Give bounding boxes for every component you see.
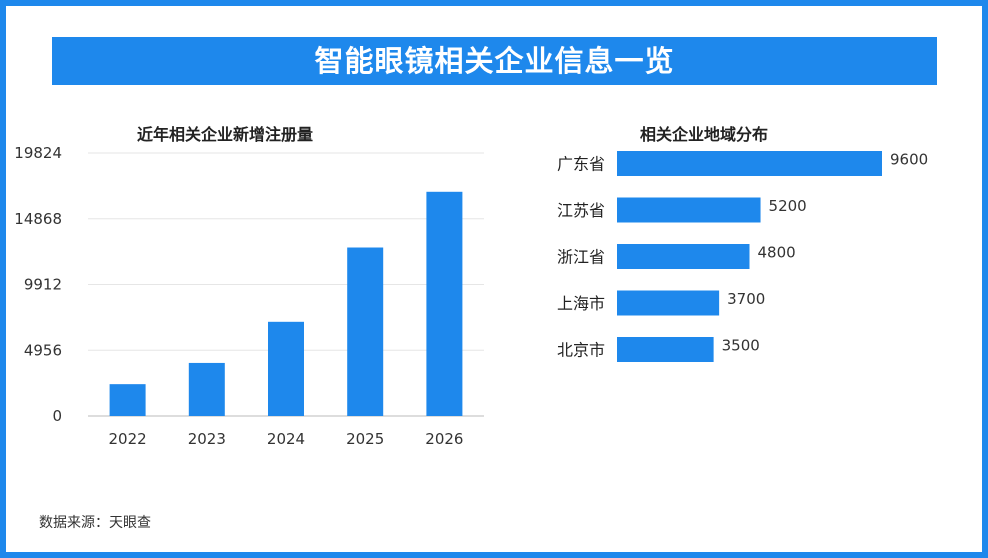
y-tick-label: 0 bbox=[52, 407, 62, 425]
y-tick-label: 19824 bbox=[14, 144, 62, 162]
region-value-label: 4800 bbox=[758, 244, 796, 262]
region-label: 江苏省 bbox=[557, 201, 605, 220]
bar-2022 bbox=[109, 384, 146, 416]
region-bar-1 bbox=[617, 197, 761, 223]
x-tick-label: 2024 bbox=[267, 430, 305, 448]
region-value-label: 9600 bbox=[890, 151, 928, 169]
x-tick-label: 2026 bbox=[425, 430, 463, 448]
y-tick-label: 14868 bbox=[14, 210, 62, 228]
region-value-label: 3700 bbox=[727, 290, 765, 308]
region-value-label: 5200 bbox=[769, 197, 807, 215]
region-bar-4 bbox=[617, 337, 714, 362]
bar-2026 bbox=[426, 191, 463, 416]
bar-2024 bbox=[268, 321, 304, 416]
page-title-banner: 智能眼镜相关企业信息一览 bbox=[52, 37, 937, 85]
region-label: 北京市 bbox=[557, 341, 605, 360]
data-source-note: 数据来源：天眼查 bbox=[39, 515, 151, 531]
bar-2025 bbox=[347, 247, 384, 416]
region-bar-3 bbox=[617, 290, 720, 316]
x-tick-label: 2025 bbox=[346, 430, 384, 448]
region-label: 浙江省 bbox=[557, 248, 605, 267]
x-tick-label: 2022 bbox=[109, 430, 147, 448]
region-chart-title: 相关企业地域分布 bbox=[640, 125, 769, 144]
region-label: 广东省 bbox=[557, 155, 605, 174]
region-bar-2 bbox=[617, 244, 750, 269]
y-tick-label: 4956 bbox=[24, 341, 62, 359]
registration-chart-title: 近年相关企业新增注册量 bbox=[137, 125, 314, 144]
y-tick-label: 9912 bbox=[24, 276, 62, 294]
bar-2023 bbox=[188, 362, 225, 416]
region-bar-0 bbox=[617, 151, 882, 176]
x-tick-label: 2023 bbox=[188, 430, 226, 448]
region-value-label: 3500 bbox=[722, 337, 760, 355]
region-label: 上海市 bbox=[557, 294, 605, 313]
